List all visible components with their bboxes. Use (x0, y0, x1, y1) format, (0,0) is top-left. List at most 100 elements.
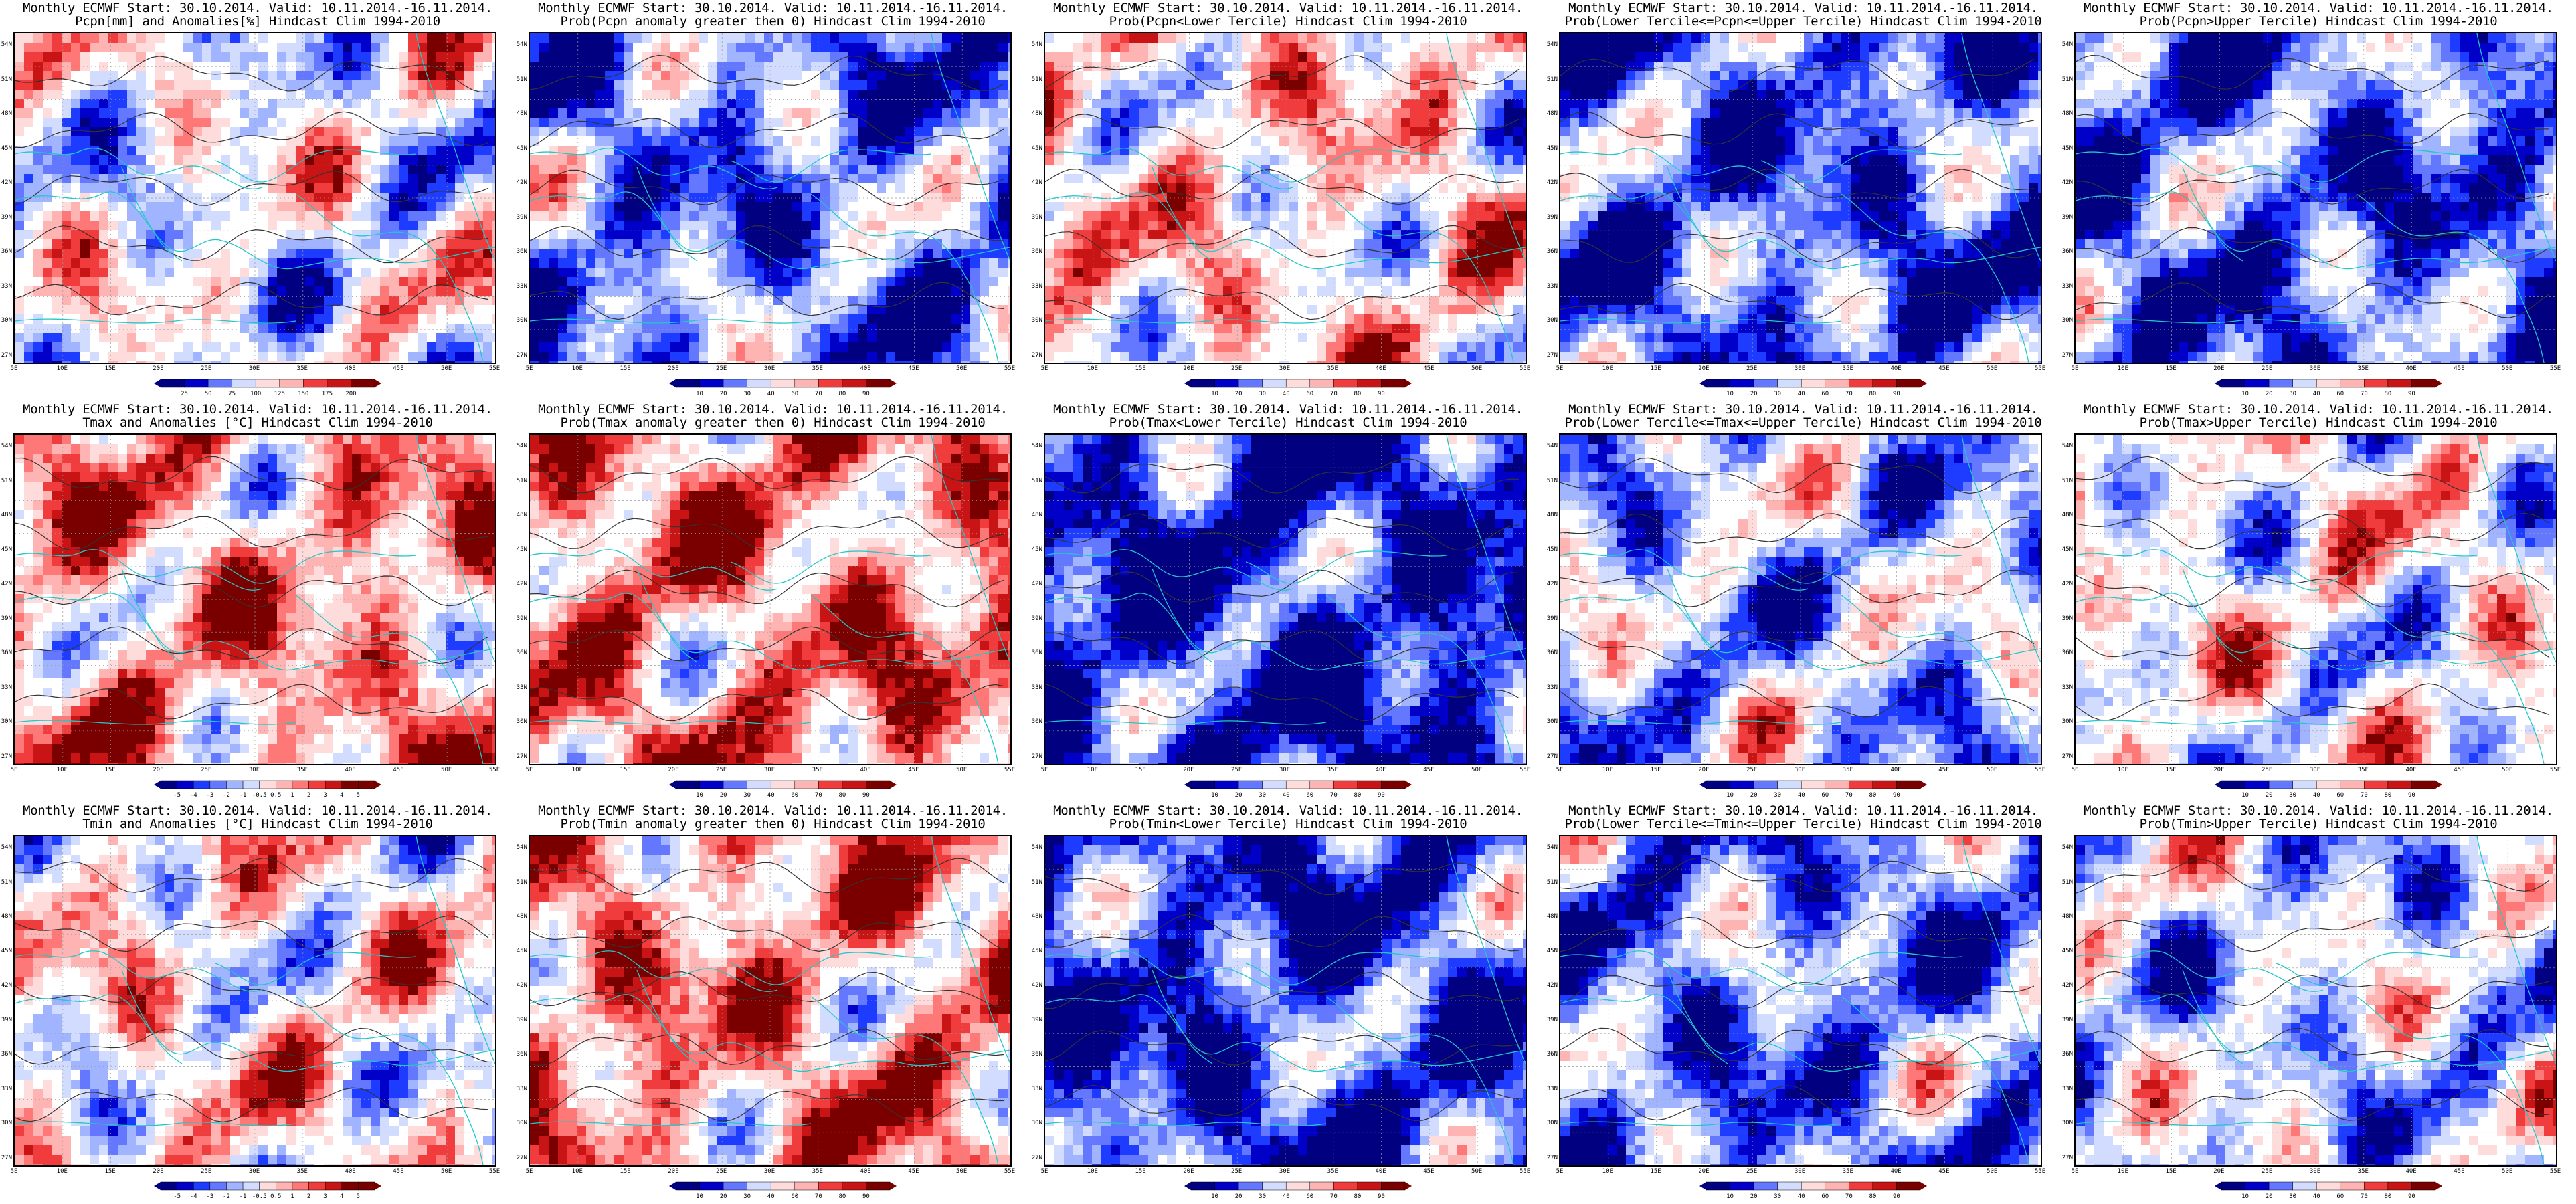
colorbar-tick-label: 30 (1259, 792, 1266, 799)
colorbar-tick-label: 90 (2408, 391, 2415, 397)
latitude-tick-label: 42N (0, 581, 12, 587)
latitude-tick-label: 45N (515, 145, 527, 152)
panel-title-line1: Monthly ECMWF Start: 30.10.2014. Valid: … (2061, 804, 2576, 817)
latitude-tick-label: 27N (1030, 352, 1042, 359)
longitude-tick-label: 50E (441, 767, 452, 773)
colorbar-tick-label: 20 (2266, 1193, 2273, 1200)
latitude-tick-label: 45N (2061, 948, 2073, 955)
map-panel-tmax-prob-middle: Monthly ECMWF Start: 30.10.2014. Valid: … (1546, 401, 2061, 803)
latitude-tick-label: 48N (1030, 512, 1042, 518)
map-panel-pcpn-anom: Monthly ECMWF Start: 30.10.2014. Valid: … (0, 0, 515, 401)
latitude-tick-label: 51N (515, 478, 527, 484)
colorbar-tick-label: 20 (1235, 1193, 1243, 1200)
colorbar-tick-label: 90 (1893, 391, 1900, 397)
longitude-tick-label: 5E (1041, 767, 1048, 773)
longitude-tick-label: 10E (1602, 365, 1613, 372)
latitude-tick-label: 39N (1546, 615, 1558, 622)
colorbar (154, 1181, 381, 1191)
latitude-tick-label: 51N (0, 879, 12, 886)
longitude-tick-label: 40E (2405, 1168, 2416, 1175)
longitude-tick-label: 5E (11, 1168, 18, 1175)
colorbar-tick-label: 90 (862, 1193, 870, 1200)
latitude-tick-label: 39N (515, 214, 527, 221)
longitude-tick-label: 50E (441, 1168, 452, 1175)
map-panel-pcpn-prob-pos: Monthly ECMWF Start: 30.10.2014. Valid: … (515, 0, 1030, 401)
latitude-tick-label: 36N (1030, 1051, 1042, 1058)
colorbar (1184, 1181, 1412, 1191)
longitude-tick-label: 10E (1087, 1168, 1098, 1175)
longitude-tick-label: 25E (2262, 1168, 2272, 1175)
colorbar-tick-label: -5 (173, 1193, 181, 1200)
longitude-tick-label: 15E (2165, 1168, 2176, 1175)
colorbar-tick-label: 60 (2336, 1193, 2344, 1200)
panel-title-line1: Monthly ECMWF Start: 30.10.2014. Valid: … (1030, 804, 1546, 817)
colorbar (154, 780, 381, 789)
colorbar-tick-label: 3 (323, 792, 327, 799)
latitude-tick-label: 51N (1546, 478, 1558, 484)
colorbar-tick-label: 2 (307, 1193, 310, 1200)
latitude-tick-label: 30N (515, 1120, 527, 1126)
map-panel-tmin-prob-upper: Monthly ECMWF Start: 30.10.2014. Valid: … (2061, 803, 2576, 1204)
latitude-tick-label: 54N (515, 844, 527, 851)
colorbar-tick-label: 40 (2313, 1193, 2320, 1200)
panel-title-line2: Prob(Lower Tercile<=Pcpn<=Upper Tercile)… (1546, 15, 2061, 28)
probability-map-icon (1559, 433, 2042, 765)
colorbar-tick-label: 10 (2241, 1193, 2249, 1200)
latitude-tick-label: 33N (1030, 283, 1042, 290)
latitude-tick-label: 36N (1546, 1051, 1558, 1058)
latitude-tick-label: 30N (0, 1120, 12, 1126)
latitude-tick-label: 51N (1030, 879, 1042, 886)
longitude-tick-label: 20E (1183, 767, 1194, 773)
longitude-tick-label: 20E (153, 1168, 163, 1175)
panel-title-line2: Tmin and Anomalies [°C] Hindcast Clim 19… (0, 817, 515, 831)
colorbar-tick-label: -1 (240, 792, 247, 799)
longitude-tick-label: 15E (620, 767, 630, 773)
colorbar-tick-label: 40 (1283, 1193, 1290, 1200)
latitude-tick-label: 48N (2061, 110, 2073, 117)
latitude-tick-label: 42N (515, 581, 527, 587)
latitude-tick-label: 30N (515, 317, 527, 324)
latitude-tick-label: 33N (1546, 1086, 1558, 1092)
latitude-tick-label: 33N (0, 283, 12, 290)
latitude-tick-label: 33N (1546, 684, 1558, 691)
precipitation-anomaly-map-icon (13, 32, 496, 364)
colorbar-tick-label: 10 (696, 391, 703, 397)
latitude-tick-label: 54N (1030, 443, 1042, 449)
probability-map-icon (529, 433, 1012, 765)
latitude-tick-label: 30N (1546, 718, 1558, 725)
latitude-tick-label: 45N (0, 546, 12, 553)
colorbar-tick-label: 30 (2289, 391, 2296, 397)
longitude-tick-label: 40E (860, 1168, 870, 1175)
longitude-tick-label: 10E (1087, 365, 1098, 372)
longitude-tick-label: 45E (1938, 365, 1949, 372)
colorbar-tick-label: 20 (1750, 391, 1758, 397)
panel-title-line2: Prob(Tmax<Lower Tercile) Hindcast Clim 1… (1030, 416, 1546, 429)
colorbar-tick-label: 20 (1750, 1193, 1758, 1200)
longitude-tick-label: 20E (668, 767, 678, 773)
longitude-tick-label: 15E (1650, 767, 1661, 773)
longitude-tick-label: 40E (345, 365, 355, 372)
latitude-tick-label: 48N (515, 110, 527, 117)
panel-title-line1: Monthly ECMWF Start: 30.10.2014. Valid: … (0, 1, 515, 15)
latitude-tick-label: 30N (0, 317, 12, 324)
longitude-tick-label: 40E (1375, 767, 1386, 773)
latitude-tick-label: 36N (1030, 649, 1042, 656)
colorbar-tick-label: 60 (1821, 391, 1829, 397)
longitude-tick-label: 50E (956, 767, 967, 773)
longitude-tick-label: 10E (2118, 767, 2128, 773)
latitude-tick-label: 39N (1030, 214, 1042, 221)
colorbar-tick-label: 80 (1869, 1193, 1876, 1200)
longitude-tick-label: 30E (1795, 1168, 1805, 1175)
latitude-tick-label: 39N (515, 615, 527, 622)
colorbar-tick-label: 50 (205, 391, 212, 397)
latitude-tick-label: 27N (1546, 1155, 1558, 1161)
probability-map-icon (529, 32, 1012, 364)
longitude-tick-label: 50E (1471, 1168, 1482, 1175)
longitude-tick-label: 5E (2072, 365, 2079, 372)
colorbar-tick-label: 40 (767, 391, 775, 397)
colorbar-tick-label: 40 (1798, 1193, 1805, 1200)
latitude-tick-label: 39N (2061, 615, 2073, 622)
colorbar (1184, 780, 1412, 789)
colorbar-tick-label: 80 (1354, 391, 1361, 397)
latitude-tick-label: 48N (1546, 512, 1558, 518)
